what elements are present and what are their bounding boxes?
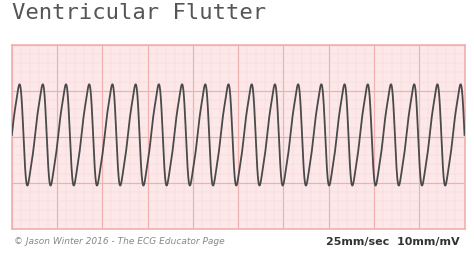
Text: © Jason Winter 2016 - The ECG Educator Page: © Jason Winter 2016 - The ECG Educator P… (14, 237, 225, 246)
Text: 25mm/sec  10mm/mV: 25mm/sec 10mm/mV (326, 237, 460, 247)
Text: Ventricular Flutter: Ventricular Flutter (12, 3, 266, 23)
